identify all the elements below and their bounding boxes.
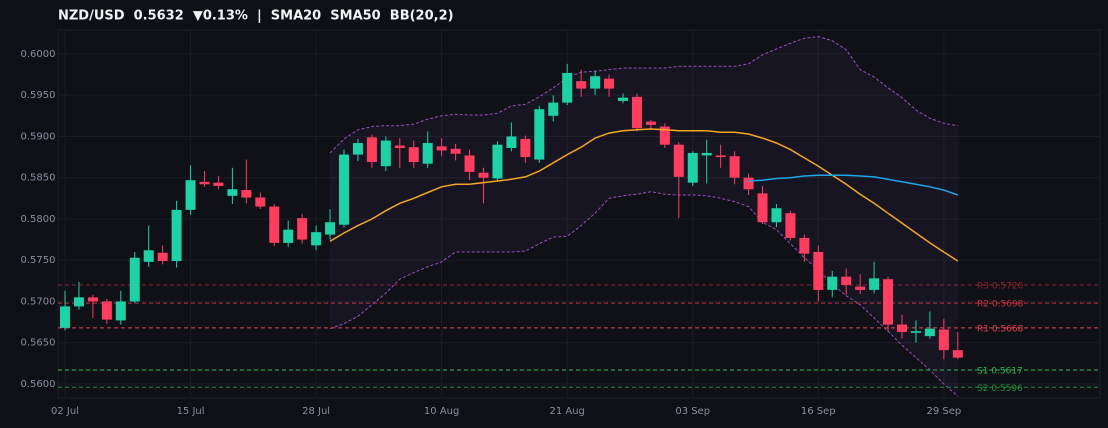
candle-body — [171, 209, 182, 262]
y-tick-label: 0.5600 — [21, 379, 56, 390]
candle-body — [394, 145, 405, 148]
candle-body — [841, 276, 852, 285]
candle-body — [352, 143, 363, 155]
x-tick-label: 15 Jul — [177, 406, 205, 417]
candle-body — [436, 146, 447, 151]
candle-body — [729, 156, 740, 178]
candle-body — [213, 182, 224, 186]
candle-body — [883, 279, 894, 325]
candle-body — [506, 136, 517, 148]
candle-body — [757, 193, 768, 223]
candle-body — [771, 208, 782, 223]
level-label: R2 0.5698 — [977, 300, 1024, 310]
band-upper — [329, 36, 958, 154]
y-tick-label: 0.5650 — [21, 338, 56, 349]
candle-body — [590, 76, 601, 89]
y-tick-label: 0.5800 — [21, 214, 56, 225]
candle-body — [101, 301, 112, 320]
candle-body — [185, 180, 196, 210]
candle-body — [283, 229, 294, 243]
band-fill — [330, 36, 958, 397]
x-tick-label: 28 Jul — [302, 406, 330, 417]
candle-body — [297, 218, 308, 240]
candle-body — [618, 97, 628, 101]
candle-body — [255, 197, 266, 207]
x-tick-label: 10 Aug — [424, 406, 459, 417]
overlay-line — [748, 174, 959, 196]
candle-body — [785, 213, 796, 238]
overlay-line — [329, 128, 959, 262]
candle-body — [464, 155, 475, 172]
candle-body — [380, 140, 391, 167]
candle-body — [73, 297, 84, 307]
y-tick-label: 0.6000 — [21, 49, 56, 60]
candle-body — [60, 306, 70, 328]
candle-body — [645, 121, 656, 125]
candle-body — [450, 148, 461, 154]
candle-body — [478, 172, 489, 178]
candle-body — [743, 177, 754, 190]
candle-body — [534, 109, 545, 160]
x-tick-label: 03 Sep — [675, 406, 710, 417]
candle-body — [799, 237, 810, 254]
level-label: R3 0.5720 — [977, 281, 1024, 291]
candle-body — [855, 286, 866, 290]
level-label: S1 0.5617 — [977, 366, 1023, 376]
candle-body — [604, 78, 615, 89]
candle-body — [366, 137, 377, 163]
candle-body — [687, 152, 698, 183]
candle-body — [408, 147, 419, 163]
chart-title: NZD/USD 0.5632 ▼0.13% | SMA20 SMA50 BB(2… — [58, 9, 454, 24]
candle-body — [325, 222, 336, 235]
y-tick-label: 0.5850 — [21, 173, 56, 184]
candle-body — [952, 350, 963, 358]
plot-area — [57, 29, 1101, 399]
x-tick-label: 16 Sep — [801, 406, 836, 417]
y-tick-label: 0.5900 — [21, 131, 56, 142]
candle-body — [157, 252, 168, 262]
candle-body — [701, 152, 712, 156]
candle-body — [813, 251, 824, 290]
candle-body — [492, 144, 503, 179]
candle-body — [897, 324, 907, 332]
candle-body — [87, 297, 98, 302]
candle-body — [227, 189, 238, 196]
x-tick-label: 02 Jul — [51, 406, 79, 417]
candle-body — [143, 250, 154, 262]
candle-body — [924, 328, 935, 337]
candle-body — [520, 138, 531, 158]
candle-body — [562, 72, 573, 103]
band-lower — [329, 191, 959, 397]
candle-body — [715, 155, 726, 158]
candle-body — [673, 144, 684, 177]
candle-body — [129, 257, 140, 302]
candle-body — [659, 126, 670, 145]
candle-body — [269, 206, 280, 243]
candle-body — [422, 143, 433, 164]
level-label: S2 0.5596 — [977, 384, 1023, 394]
level-label: R1 0.5668 — [977, 324, 1024, 334]
candle-body — [910, 331, 921, 333]
x-tick-label: 21 Aug — [549, 406, 584, 417]
candle-body — [339, 154, 349, 225]
candle-body — [115, 301, 126, 321]
candle-body — [869, 278, 880, 290]
candle-body — [827, 276, 838, 290]
candle-body — [548, 102, 559, 116]
candle-body — [938, 329, 949, 351]
candle-body — [241, 190, 252, 198]
candle-body — [576, 81, 587, 89]
y-tick-label: 0.5950 — [21, 90, 56, 101]
x-tick-label: 29 Sep — [926, 406, 961, 417]
candle-body — [199, 181, 210, 185]
candle-body — [311, 232, 322, 246]
y-tick-label: 0.5750 — [21, 255, 56, 266]
y-tick-label: 0.5700 — [21, 296, 56, 307]
candle-body — [631, 96, 642, 129]
